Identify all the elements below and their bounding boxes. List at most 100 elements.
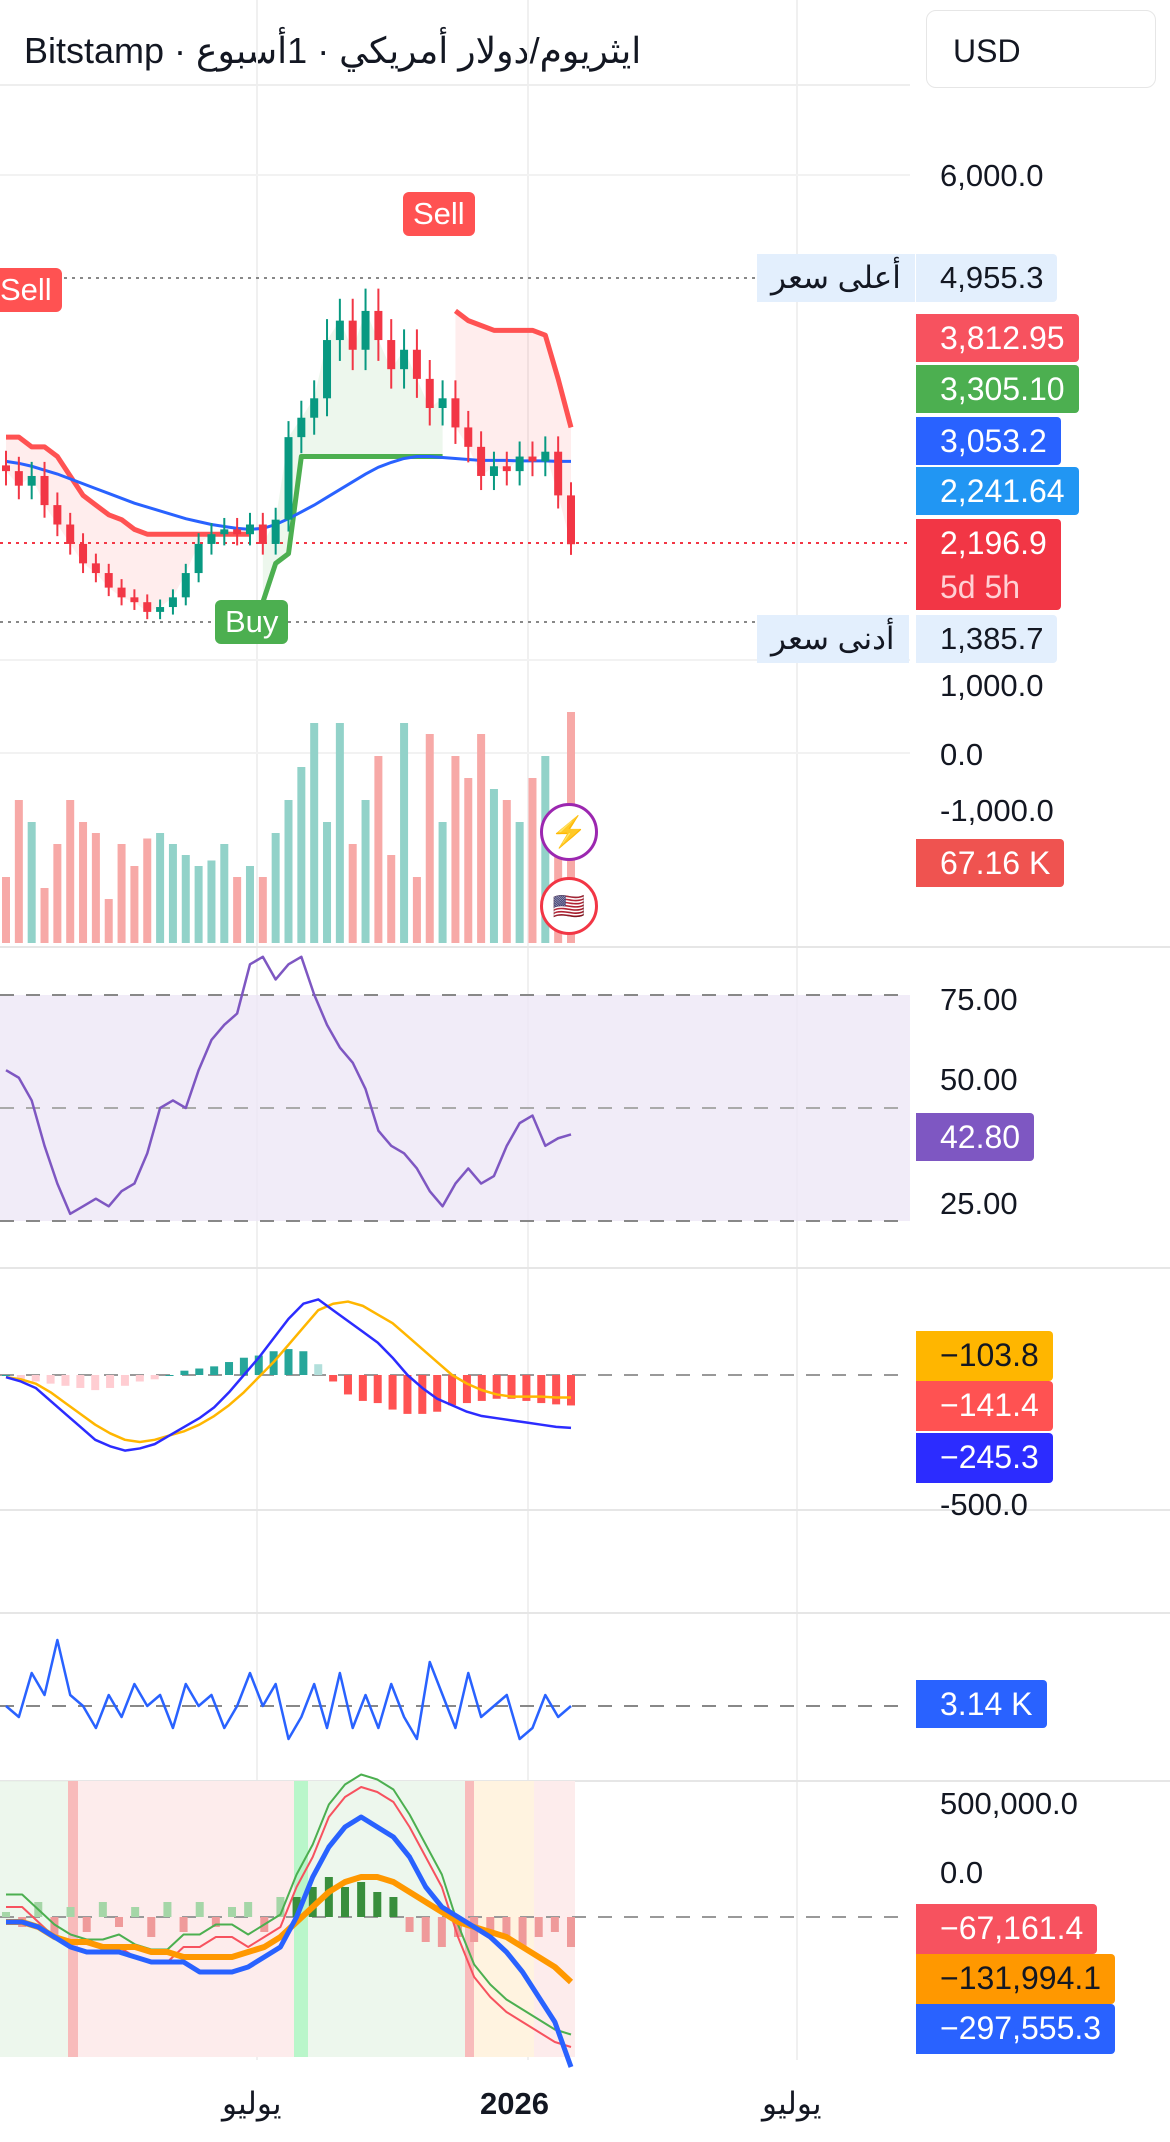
volume-bar xyxy=(245,866,254,943)
candle-body xyxy=(335,320,344,341)
rsi-tick: 25.00 xyxy=(940,1186,1018,1221)
rsi-line xyxy=(5,955,572,1216)
flow-fast-alt-line xyxy=(6,1773,572,2036)
candle-body xyxy=(323,340,332,399)
candle-body xyxy=(168,597,177,608)
volume-bar xyxy=(27,822,36,943)
macd-histogram-bar xyxy=(314,1364,323,1375)
time-label: يوليو xyxy=(762,2086,822,2121)
macd-histogram-bar xyxy=(477,1375,486,1401)
symbol-title[interactable]: Bitstamp · ايثريوم/دولار أمريكي · 1أسبوع xyxy=(24,30,642,71)
volume-bar xyxy=(412,877,421,943)
flow-badge-1: −67,161.4 xyxy=(916,1904,1098,1954)
candle-body xyxy=(387,340,396,370)
sell-signal: Sell xyxy=(0,268,62,312)
volume-bar xyxy=(335,723,344,943)
volume-bar xyxy=(502,800,511,943)
candle-body xyxy=(220,529,229,535)
candle-body xyxy=(40,475,49,506)
volume-bar xyxy=(297,767,306,943)
candle-body xyxy=(297,417,306,438)
indicator-badge: 2,241.64 xyxy=(916,467,1079,515)
macd-histogram-bar xyxy=(358,1375,367,1401)
volume-bar xyxy=(425,734,434,943)
candle-body xyxy=(27,475,36,486)
candle-body xyxy=(502,466,511,472)
bar-countdown: 5d 5h xyxy=(940,569,1021,605)
candle-body xyxy=(477,446,486,476)
macd-histogram-bar xyxy=(61,1375,70,1386)
macd-tick: -500.0 xyxy=(940,1487,1028,1522)
flow-tick: 500,000.0 xyxy=(940,1786,1078,1821)
lightning-icon[interactable]: ⚡ xyxy=(540,803,598,861)
price-tick: 6,000.0 xyxy=(940,158,1044,193)
volume-bar xyxy=(14,800,23,943)
flow-histogram-bar xyxy=(179,1917,188,1932)
macd-line-badge: −245.3 xyxy=(916,1433,1053,1483)
candle-body xyxy=(271,519,280,544)
macd-histogram-bar xyxy=(135,1375,144,1382)
volume-bar xyxy=(130,866,139,943)
candle-body xyxy=(284,437,293,520)
volume-bar xyxy=(181,855,190,943)
candle-body xyxy=(528,456,537,462)
macd-histogram-bar xyxy=(165,1375,174,1376)
macd-histogram-bar xyxy=(91,1375,100,1391)
candle-body xyxy=(14,471,23,486)
volume-tick: -1,000.0 xyxy=(940,793,1054,828)
volume-bar xyxy=(2,877,10,943)
flow-histogram-bar xyxy=(502,1917,511,1937)
macd-histogram-bar xyxy=(492,1375,501,1399)
flow-histogram-bar xyxy=(308,1887,317,1917)
macd-histogram-bar xyxy=(462,1375,471,1404)
volume-bar xyxy=(284,800,293,943)
last-price-badge: 2,196.9 5d 5h xyxy=(916,519,1061,610)
macd-histogram-bar xyxy=(31,1375,40,1382)
volume-bar xyxy=(53,844,62,943)
high-value: 4,955.3 xyxy=(916,254,1058,302)
macd-signal-badge: −103.8 xyxy=(916,1331,1053,1381)
flow-histogram-bar xyxy=(2,1912,10,1917)
currency-selector[interactable]: USD xyxy=(926,10,1156,88)
macd-histogram-bar xyxy=(388,1375,397,1410)
macd-histogram-bar xyxy=(552,1375,561,1405)
candle-body xyxy=(194,543,203,574)
volume-bar xyxy=(374,756,383,943)
macd-histogram-bar xyxy=(329,1375,338,1382)
macd-histogram-bar xyxy=(46,1375,55,1384)
flow-histogram-bar xyxy=(421,1917,430,1942)
macd-histogram-bar xyxy=(567,1375,575,1406)
volume-bar xyxy=(310,723,319,943)
flow-histogram-bar xyxy=(228,1907,236,1917)
flow-histogram-bar xyxy=(405,1917,414,1932)
candle-body xyxy=(245,524,254,535)
oscillator-line xyxy=(5,1638,572,1741)
osc-badge: 3.14 K xyxy=(916,1680,1047,1728)
flow-histogram-bar xyxy=(276,1897,285,1917)
macd-histogram-bar xyxy=(106,1375,115,1388)
us-flag-icon[interactable]: 🇺🇸 xyxy=(540,877,598,935)
flow-histogram-bar xyxy=(373,1892,382,1917)
macd-histogram-bar xyxy=(16,1375,25,1380)
volume-bar xyxy=(258,877,267,943)
flow-badge-3: −297,555.3 xyxy=(916,2004,1116,2054)
candle-body xyxy=(258,524,267,544)
volume-bar xyxy=(400,723,409,943)
supertrend-badge: 3,812.95 xyxy=(916,314,1079,362)
candle-body xyxy=(104,573,113,588)
candle-body xyxy=(412,349,421,379)
candle-body xyxy=(91,563,100,574)
candle-body xyxy=(2,465,10,472)
volume-bar xyxy=(207,860,216,943)
macd-histogram-bar xyxy=(537,1375,546,1404)
time-label: 2026 xyxy=(480,2086,549,2121)
sell-signal: Sell xyxy=(403,192,475,236)
volume-bar xyxy=(233,877,242,943)
candle-body xyxy=(207,534,216,544)
macd-histogram-bar xyxy=(433,1375,442,1412)
candle-body xyxy=(79,543,88,564)
macd-histogram-bar xyxy=(403,1375,412,1414)
candle-body xyxy=(310,398,319,418)
supertrend-down-line xyxy=(453,308,574,429)
